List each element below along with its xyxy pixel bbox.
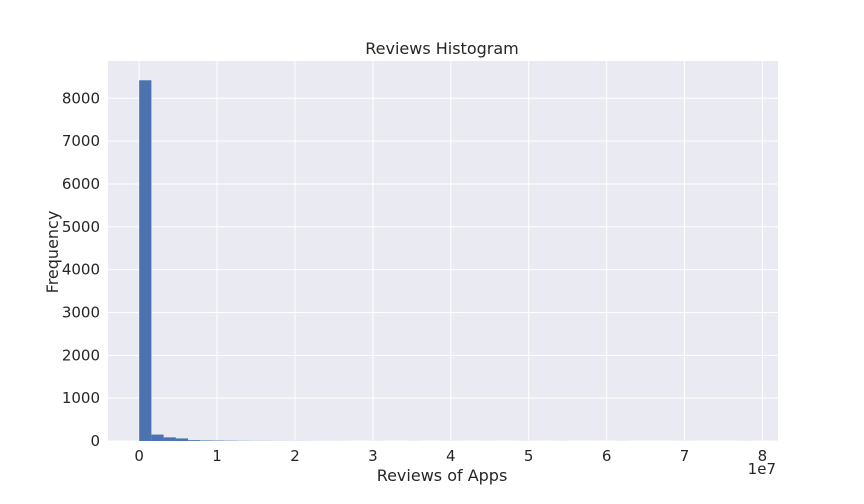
histogram-bar (151, 434, 164, 441)
y-axis-label: Frequency (43, 211, 62, 294)
x-tick-label: 3 (368, 447, 378, 465)
x-tick-labels: 0 1 2 3 4 5 6 7 8 (134, 447, 767, 465)
x-tick-label: 7 (680, 447, 690, 465)
x-axis-offset-label: 1e7 (748, 460, 776, 478)
histogram-bar (139, 80, 152, 441)
x-tick-label: 5 (524, 447, 534, 465)
plot-background (108, 61, 778, 441)
x-tick-label: 6 (602, 447, 612, 465)
histogram-bar (163, 437, 176, 441)
y-tick-label: 4000 (62, 261, 100, 279)
y-tick-label: 6000 (62, 175, 100, 193)
x-tick-label: 4 (446, 447, 456, 465)
x-axis-label: Reviews of Apps (377, 466, 508, 485)
histogram-bar (188, 440, 201, 441)
histogram-bars (139, 80, 751, 441)
x-gridlines (138, 61, 763, 441)
x-tick-label: 8 (758, 447, 768, 465)
histogram-bar (200, 440, 213, 441)
x-tick-label: 0 (134, 447, 144, 465)
y-tick-label: 8000 (62, 89, 100, 107)
y-tick-label: 3000 (62, 303, 100, 321)
x-tick-label: 2 (290, 447, 300, 465)
y-tick-label: 0 (90, 432, 100, 450)
y-tick-label: 1000 (62, 389, 100, 407)
chart-title: Reviews Histogram (365, 39, 519, 58)
y-tick-label: 2000 (62, 346, 100, 364)
y-gridlines (108, 97, 778, 442)
y-tick-label: 5000 (62, 218, 100, 236)
y-tick-labels: 0 1000 2000 3000 4000 5000 6000 7000 8000 (62, 89, 100, 450)
histogram-bar (175, 438, 189, 441)
y-tick-label: 7000 (62, 132, 100, 150)
x-tick-label: 1 (212, 447, 222, 465)
